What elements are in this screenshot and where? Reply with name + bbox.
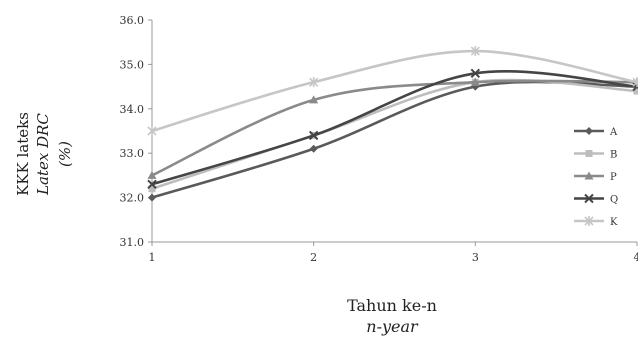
y-tick-label: 31.0	[120, 236, 145, 249]
series-B	[148, 78, 638, 193]
data-point-P	[147, 170, 157, 179]
data-point-Q	[308, 130, 319, 141]
x-tick-label: 3	[472, 251, 479, 264]
legend-label: K	[610, 217, 618, 228]
y-tick-label: 34.0	[120, 103, 145, 116]
series-line-K	[151, 49, 638, 133]
x-axis-title-line-2: n-year	[366, 317, 419, 336]
y-tick-label: 36.0	[120, 14, 145, 27]
legend-swatch-marker	[585, 150, 593, 157]
data-point-Q	[470, 68, 481, 78]
legend-label: Q	[610, 195, 618, 206]
axes: 31.0 32.0 33.0 34.0 35.0 36.0 1 2 3 4	[120, 14, 638, 264]
data-point-A	[148, 193, 156, 202]
data-point-K	[470, 46, 480, 57]
data-point-A	[309, 144, 318, 153]
data-point-K	[147, 126, 157, 136]
legend-item-Q: Q	[574, 193, 618, 206]
series-K	[147, 46, 638, 136]
series-line-P	[151, 79, 638, 177]
x-tick-label: 2	[310, 251, 317, 264]
x-axis-title-line-1: Tahun ke-n	[347, 296, 437, 315]
y-tick-label: 35.0	[120, 58, 145, 71]
legend-label: B	[610, 150, 617, 161]
x-tick-label: 4	[634, 251, 638, 264]
y-tick-label: 33.0	[120, 147, 145, 160]
data-point-K	[309, 77, 319, 88]
y-axis-title-line-1: KKK lateks	[14, 112, 32, 196]
y-tick-label: 32.0	[120, 192, 145, 205]
data-point-K	[632, 77, 638, 88]
y-axis-title-line-3: (%)	[56, 141, 74, 167]
data-point-B	[633, 87, 638, 95]
legend-label: P	[610, 172, 617, 183]
legend: A BP QK	[574, 127, 618, 228]
legend-swatch-marker	[585, 127, 593, 135]
series-Q	[147, 68, 638, 189]
series-line-Q	[151, 70, 638, 186]
legend-label: A	[609, 127, 618, 138]
data-point-P	[309, 95, 319, 104]
series-lines	[147, 46, 638, 202]
data-point-Q	[147, 179, 157, 189]
legend-swatch-marker	[584, 216, 594, 226]
data-point-P	[470, 77, 480, 86]
data-point-B	[148, 185, 156, 193]
legend-swatch-marker	[584, 171, 594, 180]
legend-item-K: K	[574, 216, 618, 228]
legend-item-A: A	[574, 127, 618, 138]
legend-swatch-marker	[584, 193, 594, 204]
y-axis-title: KKK lateks Latex DRC (%)	[14, 112, 74, 196]
series-line-B	[151, 78, 638, 190]
x-axis-title: Tahun ke-n n-year	[347, 296, 437, 336]
y-axis-title-line-2: Latex DRC	[34, 113, 52, 196]
x-tick-label: 1	[149, 251, 156, 264]
legend-item-B: B	[574, 150, 617, 161]
legend-item-P: P	[574, 171, 617, 183]
